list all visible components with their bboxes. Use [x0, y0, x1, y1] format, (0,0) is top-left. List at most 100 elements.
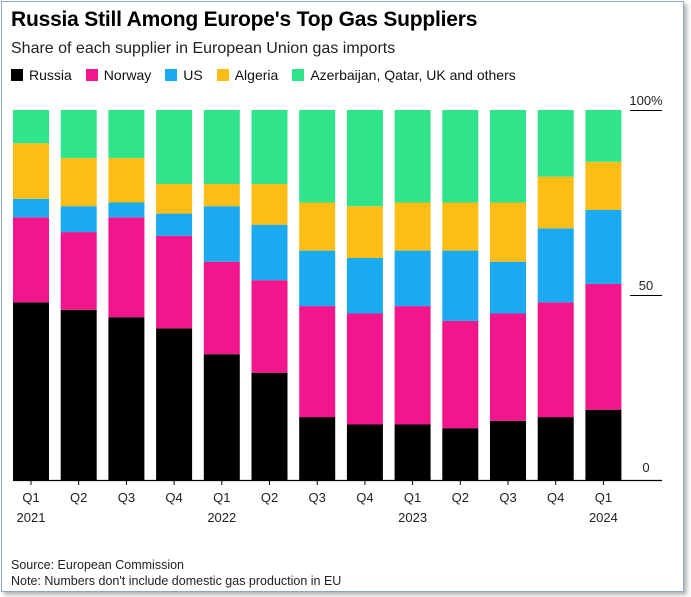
legend-item-norway: Norway	[85, 67, 152, 83]
x-tick-label-11: Q3	[499, 490, 516, 505]
bar-segment-norway-5	[203, 261, 240, 355]
bar-segment-us-9	[394, 250, 431, 307]
bar-segment-us-3	[108, 202, 145, 218]
bar-segment-azerbaijan-qatar-uk-and-others-11	[490, 110, 526, 203]
legend-item-russia: Russia	[11, 67, 72, 83]
bar-segment-norway-1	[13, 217, 49, 303]
bar-segment-norway-8	[346, 313, 383, 425]
bar-segment-azerbaijan-qatar-uk-and-others-12	[537, 110, 574, 177]
bar-segment-algeria-10	[442, 202, 479, 251]
bar-segment-russia-3	[108, 317, 145, 480]
bar-segment-russia-7	[299, 417, 336, 480]
bar-segment-us-10	[442, 250, 479, 321]
x-tick-year-13: 2024	[589, 510, 618, 525]
bar-segment-norway-10	[442, 320, 479, 429]
bar-segment-russia-6	[251, 372, 288, 480]
bar-segment-russia-11	[490, 420, 526, 480]
legend-label-others: Azerbaijan, Qatar, UK and others	[310, 67, 516, 83]
legend-item-algeria: Algeria	[216, 67, 279, 83]
bar-segment-algeria-9	[394, 202, 431, 251]
legend-item-us: US	[165, 67, 203, 83]
bar-segment-us-8	[346, 258, 383, 314]
bar-segment-algeria-5	[203, 184, 240, 207]
bar-segment-russia-12	[537, 417, 574, 480]
chart-footer: Source: European Commission Note: Number…	[11, 557, 341, 589]
bar-segment-algeria-4	[156, 184, 193, 214]
bar-segment-us-1	[13, 198, 49, 218]
x-tick-label-3: Q3	[118, 490, 135, 505]
x-tick-label-8: Q4	[356, 490, 373, 505]
chart-frame: Russia Still Among Europe's Top Gas Supp…	[1, 1, 684, 592]
x-tick-year-1: 2021	[17, 510, 46, 525]
bar-segment-algeria-13	[585, 161, 622, 210]
bar-segment-azerbaijan-qatar-uk-and-others-7	[299, 110, 336, 203]
legend-swatch-us	[165, 69, 178, 81]
bar-segment-azerbaijan-qatar-uk-and-others-9	[394, 110, 431, 203]
bar-segment-us-2	[60, 206, 97, 233]
x-tick-label-10: Q2	[452, 490, 469, 505]
legend-swatch-others	[292, 69, 305, 81]
x-tick-label-12: Q4	[547, 490, 564, 505]
bar-segment-norway-2	[60, 232, 97, 310]
y-tick-label-0: 0	[642, 460, 649, 475]
bar-segment-algeria-7	[299, 202, 336, 251]
legend-label-us: US	[183, 67, 203, 83]
bar-segment-us-11	[490, 261, 526, 314]
bar-segment-us-4	[156, 213, 193, 236]
bar-segment-azerbaijan-qatar-uk-and-others-10	[442, 110, 479, 203]
bar-segment-russia-5	[203, 354, 240, 480]
x-tick-label-1: Q1	[22, 490, 39, 505]
x-tick-label-6: Q2	[261, 490, 278, 505]
bar-segment-algeria-8	[346, 206, 383, 258]
bar-segment-russia-8	[346, 424, 383, 480]
bar-segment-norway-11	[490, 313, 526, 421]
y-tick-label-50: 50	[639, 278, 653, 293]
chart-title: Russia Still Among Europe's Top Gas Supp…	[11, 8, 478, 31]
x-tick-label-13: Q1	[595, 490, 612, 505]
bar-segment-russia-4	[156, 328, 193, 480]
bar-segment-algeria-1	[13, 143, 49, 199]
bar-segment-us-12	[537, 228, 574, 303]
legend-label-algeria: Algeria	[234, 67, 279, 83]
legend-item-others: Azerbaijan, Qatar, UK and others	[292, 67, 516, 83]
bar-segment-algeria-6	[251, 184, 288, 225]
legend-swatch-algeria	[216, 69, 229, 81]
bar-segment-norway-4	[156, 235, 193, 329]
bar-segment-azerbaijan-qatar-uk-and-others-3	[108, 110, 145, 159]
bar-segment-norway-3	[108, 217, 145, 318]
chart-subtitle: Share of each supplier in European Union…	[11, 40, 396, 57]
legend-swatch-norway	[85, 69, 98, 81]
bar-segment-norway-7	[299, 306, 336, 418]
bar-segment-russia-9	[394, 424, 431, 480]
bar-segment-us-6	[251, 224, 288, 281]
bar-segment-azerbaijan-qatar-uk-and-others-8	[346, 110, 383, 207]
bar-segment-us-7	[299, 250, 336, 307]
bar-segment-azerbaijan-qatar-uk-and-others-5	[203, 110, 240, 184]
bar-segment-azerbaijan-qatar-uk-and-others-1	[13, 110, 49, 144]
bar-segment-algeria-12	[537, 176, 574, 229]
x-tick-label-5: Q1	[213, 490, 230, 505]
legend-label-russia: Russia	[29, 67, 72, 83]
bar-segment-us-5	[203, 206, 240, 262]
bar-segment-algeria-3	[108, 158, 145, 203]
bar-segment-azerbaijan-qatar-uk-and-others-4	[156, 110, 193, 184]
x-tick-label-9: Q1	[404, 490, 421, 505]
bar-segment-algeria-2	[60, 158, 97, 207]
bar-segment-us-13	[585, 209, 622, 284]
bar-segment-norway-6	[251, 280, 288, 373]
x-tick-year-9: 2023	[398, 510, 427, 525]
bar-segment-russia-13	[585, 409, 622, 480]
bar-segment-norway-13	[585, 283, 622, 410]
bar-segment-algeria-11	[490, 202, 526, 262]
legend-label-norway: Norway	[103, 67, 152, 83]
bar-segment-azerbaijan-qatar-uk-and-others-2	[60, 110, 97, 159]
bar-segment-norway-9	[394, 306, 431, 425]
bar-segment-russia-1	[13, 302, 49, 480]
y-tick-label-100: 100%	[629, 93, 663, 108]
bar-segment-azerbaijan-qatar-uk-and-others-6	[251, 110, 288, 184]
methodology-note: Note: Numbers don't include domestic gas…	[11, 574, 342, 588]
x-tick-label-7: Q3	[309, 490, 326, 505]
bar-segment-russia-2	[60, 309, 97, 480]
x-tick-year-5: 2022	[207, 510, 236, 525]
x-tick-label-4: Q4	[165, 490, 182, 505]
